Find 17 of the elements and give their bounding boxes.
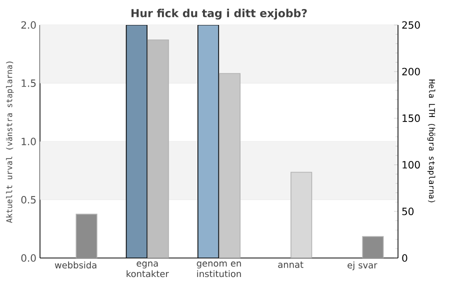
x-tick-label: egna kontakter <box>126 262 169 278</box>
y2-tick-label: 200 <box>402 68 420 76</box>
x-tick-label: webbsida <box>54 262 96 268</box>
x-tick-label: genom en institution <box>196 262 241 278</box>
y2-tick-label: 50 <box>402 208 414 216</box>
y-tick-label: 0.0 <box>21 254 36 262</box>
y-tick-label: 0.5 <box>21 196 36 204</box>
y-tick-label: 1.0 <box>22 138 36 146</box>
y2-tick-label: 150 <box>402 114 420 122</box>
y2-tick-label: 100 <box>402 161 420 169</box>
chart-title: Hur fick du tag i ditt exjobb? <box>132 8 307 20</box>
y2-tick-label: 0 <box>402 254 408 262</box>
x-tick-label: annat <box>278 262 304 268</box>
y-tick-label: 2.0 <box>21 21 36 29</box>
y-tick-label: 1.5 <box>22 80 36 87</box>
y2-tick-label: 250 <box>402 21 420 29</box>
x-tick-label: ej svar <box>348 262 378 270</box>
